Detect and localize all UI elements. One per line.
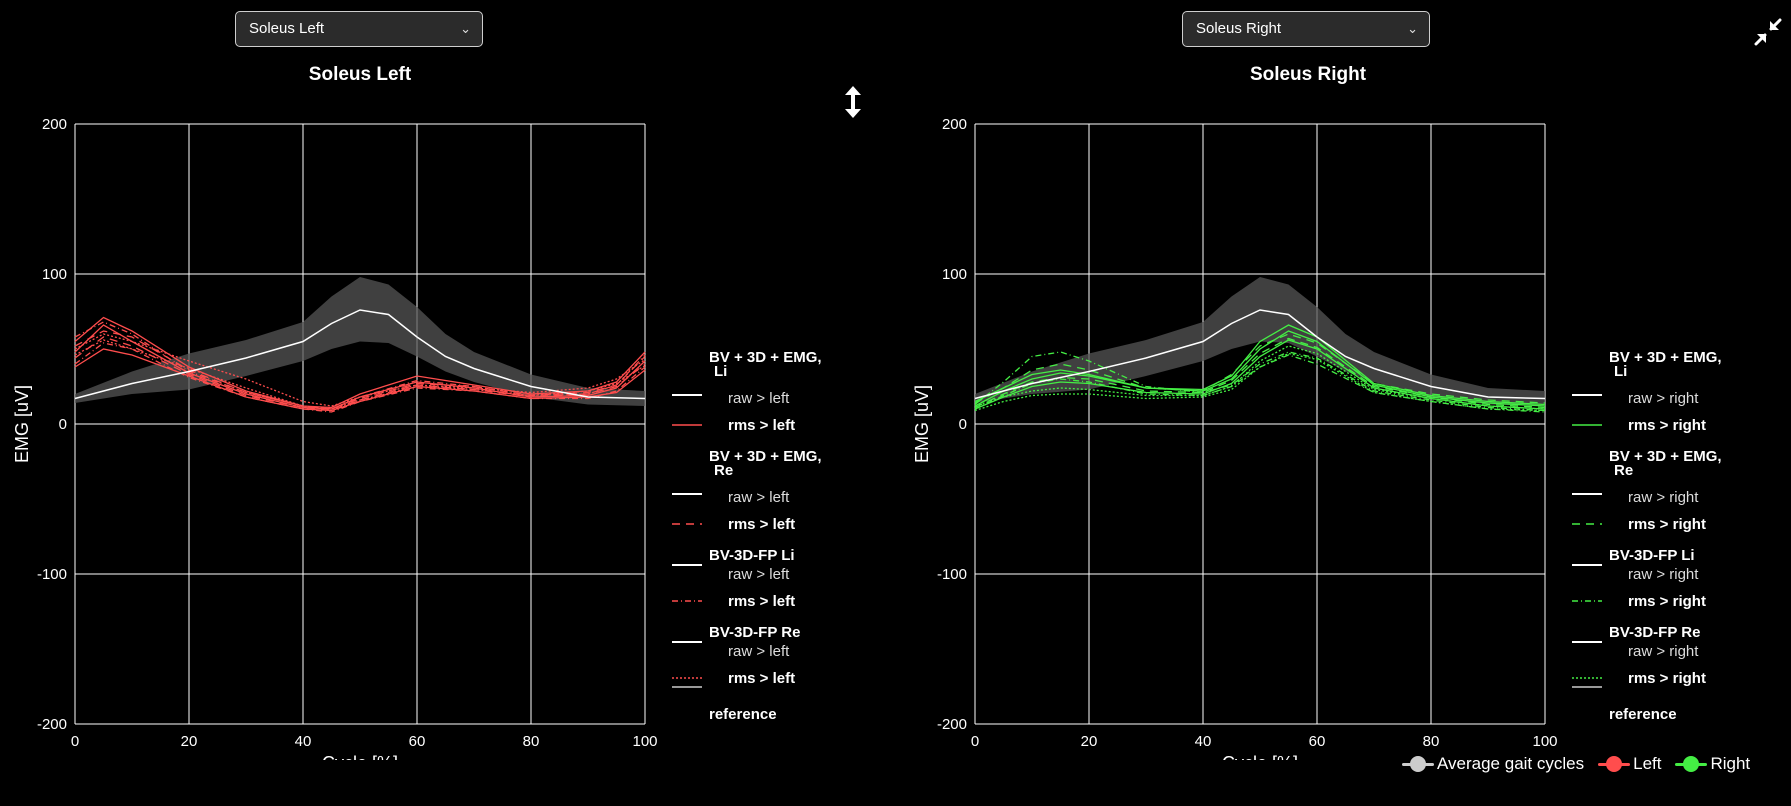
x-tick-label: 80 xyxy=(1423,733,1440,750)
emg-series-line xyxy=(974,333,1546,404)
chart-title-right: Soleus Right xyxy=(1249,64,1367,85)
emg-series-line xyxy=(974,330,1546,407)
legend-entry-label: rms > right xyxy=(1628,593,1706,610)
x-tick-label: 100 xyxy=(1532,733,1557,750)
emg-chart-left: 0 20 40 60 80 100 200 100 0 -100 -200 Cycle [%] EMG … xyxy=(12,116,822,760)
emg-series-line xyxy=(74,342,646,413)
legend-entry-label: raw > right xyxy=(1628,643,1699,660)
chart-title-left: Soleus Left xyxy=(308,64,412,85)
y-tick-label: 0 xyxy=(59,416,67,433)
legend-right[interactable]: Right xyxy=(1675,754,1750,774)
emg-series-line xyxy=(974,345,1546,410)
x-tick-label: 0 xyxy=(971,733,979,750)
chevron-down-icon: ⌄ xyxy=(1407,21,1418,36)
vertical-resize-icon[interactable] xyxy=(843,86,863,118)
y-tick-label: 0 xyxy=(959,416,967,433)
legend-entry-label: raw > right xyxy=(1628,566,1699,583)
legend-entry-label: rms > right xyxy=(1628,417,1706,434)
emg-series-line xyxy=(974,324,1546,406)
muscle-select-right-value: Soleus Right xyxy=(1196,20,1282,37)
legend-entry-label: rms > right xyxy=(1628,516,1706,533)
emg-series-line xyxy=(74,336,646,412)
y-tick-label: -100 xyxy=(937,566,967,583)
x-tick-label: 40 xyxy=(295,733,312,750)
chevron-down-icon: ⌄ xyxy=(460,21,471,36)
x-tick-label: 60 xyxy=(409,733,426,750)
legend-group-title: Re xyxy=(714,462,733,479)
y-tick-label: 100 xyxy=(42,266,67,283)
legend-group-title: BV + 3D + EMG, xyxy=(1609,349,1722,366)
average-swatch-icon xyxy=(1402,756,1434,772)
legend-group-title: BV-3D-FP Li xyxy=(709,547,795,564)
legend-group-title: BV-3D-FP Li xyxy=(1609,547,1695,564)
x-tick-label: 0 xyxy=(71,733,79,750)
legend-entry-label: rms > left xyxy=(728,417,795,434)
emg-series-line xyxy=(974,339,1546,410)
reference-line xyxy=(974,309,1546,400)
legend-entry-label: rms > left xyxy=(728,670,795,687)
x-tick-label: 40 xyxy=(1195,733,1212,750)
reference-line xyxy=(74,309,646,400)
legend-entry-label: raw > left xyxy=(728,390,790,407)
emg-series-line xyxy=(74,339,646,410)
legend-group-title: BV-3D-FP Re xyxy=(1609,624,1700,641)
legend-entry-label: raw > left xyxy=(728,566,790,583)
legend-average-gait-cycles[interactable]: Average gait cycles xyxy=(1402,754,1584,774)
legend-reference-label: reference xyxy=(709,706,777,723)
muscle-select-right[interactable]: Soleus Right ⌄ xyxy=(1182,11,1430,47)
y-tick-label: 200 xyxy=(942,116,967,133)
left-swatch-icon xyxy=(1598,756,1631,772)
x-axis-label: Cycle [%] xyxy=(322,753,398,760)
y-tick-label: -200 xyxy=(37,716,67,733)
legend-group-title: BV + 3D + EMG, xyxy=(1609,448,1722,465)
reference-band xyxy=(75,277,645,406)
emg-series-line xyxy=(74,348,646,412)
legend-entry-label: raw > right xyxy=(1628,390,1699,407)
legend-entry-label: rms > left xyxy=(728,593,795,610)
legend-group-title: Li xyxy=(1614,363,1627,380)
legend-left[interactable]: Left xyxy=(1598,754,1661,774)
legend-group-title: BV + 3D + EMG, xyxy=(709,349,822,366)
emg-series-line xyxy=(74,333,646,407)
y-axis-label: EMG [uV] xyxy=(912,385,932,463)
y-axis-label: EMG [uV] xyxy=(12,385,32,463)
legend-entry-label: raw > left xyxy=(728,489,790,506)
emg-series-line xyxy=(974,352,1546,412)
legend-group-title: BV + 3D + EMG, xyxy=(709,448,822,465)
emg-chart-right: 0 20 40 60 80 100 200 100 0 -100 -200 Cycle [%] EMG … xyxy=(912,116,1722,760)
legend-right-label: Right xyxy=(1710,754,1751,773)
legend-group-title: BV-3D-FP Re xyxy=(709,624,800,641)
legend-reference-label: reference xyxy=(1609,706,1677,723)
emg-series-line xyxy=(74,330,646,410)
x-tick-label: 80 xyxy=(523,733,540,750)
emg-series-line xyxy=(974,337,1546,409)
muscle-select-left[interactable]: Soleus Left ⌄ xyxy=(235,11,483,47)
x-axis-label: Cycle [%] xyxy=(1222,753,1298,760)
legend-group-title: Li xyxy=(714,363,727,380)
legend-average-label: Average gait cycles xyxy=(1437,754,1585,773)
bottom-legend: Average gait cycles Left Right xyxy=(1402,754,1750,774)
x-tick-label: 100 xyxy=(632,733,657,750)
legend-entry-label: rms > left xyxy=(728,516,795,533)
y-tick-label: -100 xyxy=(37,566,67,583)
emg-series-line xyxy=(974,351,1546,412)
y-tick-label: 100 xyxy=(942,266,967,283)
right-swatch-icon xyxy=(1675,756,1708,772)
y-tick-label: 200 xyxy=(42,116,67,133)
emg-series-line xyxy=(74,321,646,410)
legend-group-title: Re xyxy=(1614,462,1633,479)
x-tick-label: 60 xyxy=(1309,733,1326,750)
legend-entry-label: raw > left xyxy=(728,643,790,660)
y-tick-label: -200 xyxy=(937,716,967,733)
legend-left-label: Left xyxy=(1633,754,1662,773)
legend-entry-label: raw > right xyxy=(1628,489,1699,506)
muscle-select-left-value: Soleus Left xyxy=(249,20,325,37)
collapse-icon[interactable] xyxy=(1754,18,1782,46)
x-tick-label: 20 xyxy=(181,733,198,750)
legend-entry-label: rms > right xyxy=(1628,670,1706,687)
x-tick-label: 20 xyxy=(1081,733,1098,750)
